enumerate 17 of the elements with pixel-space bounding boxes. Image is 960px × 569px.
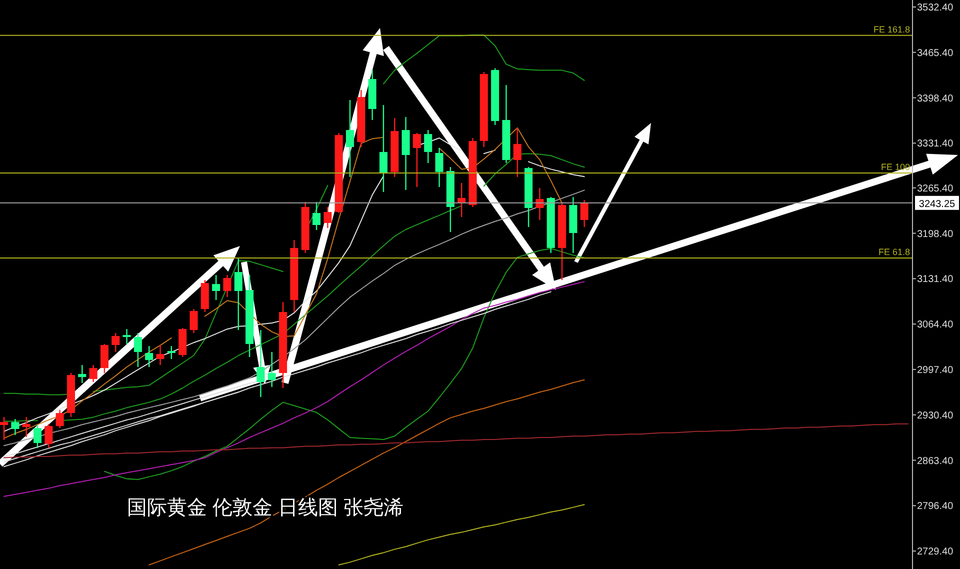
y-tick-label: 2796.40 <box>917 501 954 512</box>
ref-line-label: FE 61.8 <box>878 247 910 258</box>
y-tick-label: 3465.40 <box>917 48 954 59</box>
y-tick-label: 2930.40 <box>917 410 954 422</box>
y-tick-label: 3331.40 <box>917 138 954 150</box>
y-tick-label: 3398.40 <box>917 93 954 104</box>
ref-line-label: 3243.25 <box>918 198 956 210</box>
y-tick-label: 3198.40 <box>917 228 954 240</box>
ref-line-label: FE 161.8 <box>873 24 910 34</box>
y-tick-label: 2863.40 <box>917 456 954 467</box>
y-tick-label: 2997.40 <box>917 364 954 376</box>
y-tick-label: 3265.40 <box>917 183 954 194</box>
y-tick-label: 3064.40 <box>917 320 954 331</box>
y-tick-label: 3131.40 <box>917 274 954 286</box>
y-tick-label: 3532.40 <box>917 2 954 14</box>
ref-line-label: FE 100 <box>880 162 910 172</box>
y-tick-label: 2729.40 <box>917 546 954 558</box>
